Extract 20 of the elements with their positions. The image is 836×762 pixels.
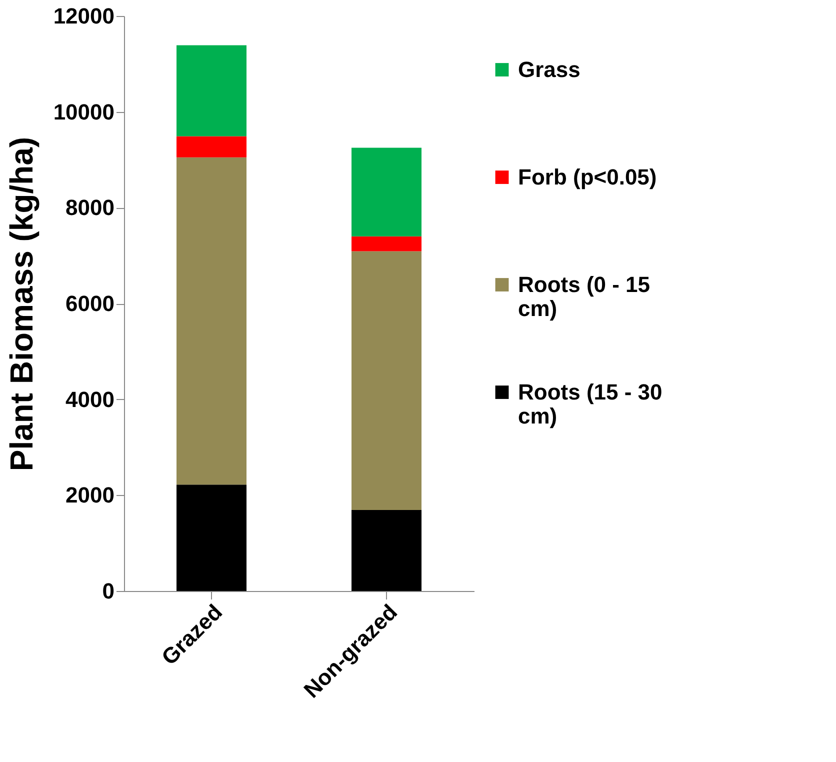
y-tick-label: 4000 [66,386,114,412]
y-tick-label: 2000 [66,482,114,508]
y-tick-label: 6000 [66,291,114,316]
y-tick-label: 0 [102,578,114,604]
legend-label: Forb (p<0.05) [518,164,657,190]
y-tick-label: 10000 [53,99,114,124]
y-tick-label: 12000 [53,4,114,28]
bar [176,136,246,158]
bar [352,236,422,252]
bar [352,251,422,510]
bar [176,157,246,485]
bar [352,148,422,236]
y-tick-label: 8000 [66,195,114,220]
legend-label: Roots (0 - 15 cm) [518,272,650,321]
bar [352,510,422,591]
bar [176,45,246,136]
bar [176,484,246,591]
y-axis-title: Plant Biomass (kg/ha) [3,136,40,472]
legend-label: Grass [518,56,580,82]
legend-label: Roots (15 - 30 cm) [518,379,662,428]
